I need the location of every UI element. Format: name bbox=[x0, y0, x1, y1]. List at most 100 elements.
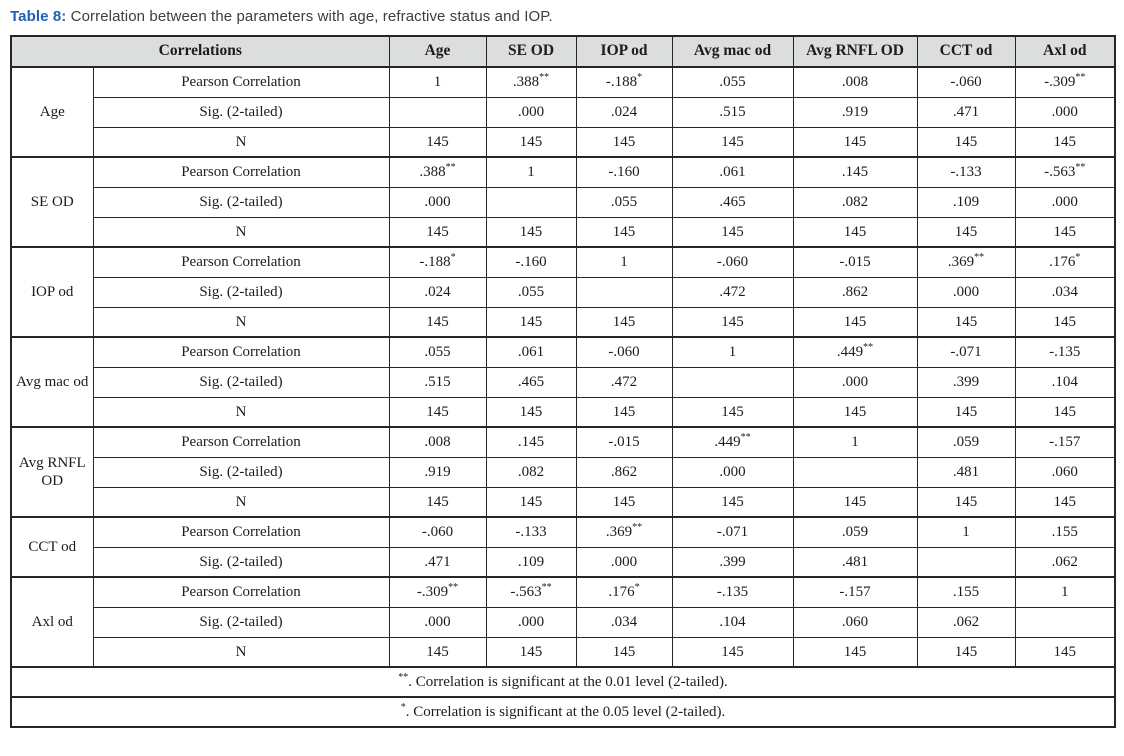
value-cell: 145 bbox=[388, 306, 487, 338]
value-cell: 145 bbox=[575, 396, 673, 428]
value-cell: .155 bbox=[1014, 516, 1116, 548]
value-cell: .082 bbox=[485, 456, 577, 488]
value-cell: 145 bbox=[792, 306, 918, 338]
value-cell: -.309** bbox=[1014, 66, 1116, 98]
value-cell: .024 bbox=[388, 276, 487, 308]
value-cell bbox=[485, 186, 577, 218]
value-cell: -.157 bbox=[1014, 426, 1116, 458]
footnote-row: **. Correlation is significant at the 0.… bbox=[10, 666, 1116, 698]
table-caption-label: Table 8: bbox=[10, 8, 67, 25]
table-row: CCT od Pearson Correlation -.060 -.133.369*… bbox=[10, 516, 1116, 578]
value-cell: 1 bbox=[485, 156, 577, 188]
value-cell: -.060 bbox=[575, 336, 673, 368]
value-cell: 145 bbox=[388, 396, 487, 428]
value-cell: 145 bbox=[671, 486, 794, 518]
value-cell: 145 bbox=[671, 636, 794, 668]
corner-header-cell: Correlations bbox=[10, 35, 390, 68]
value-cell: .145 bbox=[792, 156, 918, 188]
value-cell: .481 bbox=[792, 546, 918, 578]
value-cell: 145 bbox=[1014, 306, 1116, 338]
value-cell bbox=[792, 456, 918, 488]
value-cell: -.135 bbox=[671, 576, 794, 608]
stat-label-cell: N bbox=[92, 486, 390, 518]
value-cell: 145 bbox=[916, 306, 1016, 338]
value-cell: 145 bbox=[671, 306, 794, 338]
value-cell: -.015 bbox=[792, 246, 918, 278]
value-cell: 1 bbox=[575, 246, 673, 278]
value-cell: .369** bbox=[916, 246, 1016, 278]
value-cell: 145 bbox=[916, 396, 1016, 428]
stat-label-cell: Pearson Correlation bbox=[92, 336, 390, 368]
value-cell: -.060 bbox=[671, 246, 794, 278]
value-cell: .472 bbox=[671, 276, 794, 308]
value-cell: .082 bbox=[792, 186, 918, 218]
stat-label-cell: Sig. (2-tailed) bbox=[92, 186, 390, 218]
table-row: IOP od Pearson Correlation -.188* -.160 1 -.0… bbox=[10, 246, 1116, 338]
table-caption-text: Correlation between the parameters with … bbox=[66, 8, 553, 25]
value-cell: 1 bbox=[916, 516, 1016, 548]
table-row: Sig. (2-tailed) .471.109.000.399.481 .062 bbox=[11, 546, 1116, 578]
footnote-0-05-level: *. Correlation is significant at the 0.0… bbox=[10, 696, 1116, 728]
value-cell: 145 bbox=[388, 216, 487, 248]
value-cell: .104 bbox=[671, 606, 794, 638]
value-cell: .472 bbox=[575, 366, 673, 398]
value-cell: .449** bbox=[792, 336, 918, 368]
row-group-label: Avg mac od bbox=[10, 336, 94, 428]
correlation-table: Correlations Age SE OD IOP od Avg mac od… bbox=[10, 35, 1117, 728]
value-cell: -.135 bbox=[1014, 336, 1116, 368]
value-cell: .109 bbox=[485, 546, 577, 578]
value-cell: .000 bbox=[671, 456, 794, 488]
value-cell: -.160 bbox=[575, 156, 673, 188]
footnote-0-01-level: **. Correlation is significant at the 0.… bbox=[10, 666, 1116, 698]
table-row: N 145 145 145 145 145 145 145 bbox=[11, 126, 1116, 158]
value-cell: 145 bbox=[792, 126, 918, 158]
value-cell: 145 bbox=[671, 216, 794, 248]
col-header-age: Age bbox=[388, 35, 487, 68]
value-cell: .919 bbox=[388, 456, 487, 488]
value-cell: 145 bbox=[792, 486, 918, 518]
col-header-se-od: SE OD bbox=[485, 35, 577, 68]
value-cell: .919 bbox=[792, 96, 918, 128]
table-row: Sig. (2-tailed) .000.055.465.082.109.000 bbox=[11, 186, 1116, 218]
value-cell: 145 bbox=[485, 306, 577, 338]
stat-label-cell: N bbox=[92, 396, 390, 428]
value-cell: 1 bbox=[671, 336, 794, 368]
value-cell: .176* bbox=[1014, 246, 1116, 278]
table-row: Axl od Pearson Correlation -.309** -.563**.… bbox=[10, 576, 1116, 668]
value-cell bbox=[916, 546, 1016, 578]
value-cell: -.133 bbox=[916, 156, 1016, 188]
value-cell: .061 bbox=[671, 156, 794, 188]
stat-label-cell: Sig. (2-tailed) bbox=[92, 606, 390, 638]
stat-label-cell: N bbox=[92, 636, 390, 668]
value-cell: .104 bbox=[1014, 366, 1116, 398]
value-cell: .000 bbox=[388, 606, 487, 638]
value-cell: .515 bbox=[671, 96, 794, 128]
value-cell: .109 bbox=[916, 186, 1016, 218]
row-group-label: IOP od bbox=[10, 246, 94, 338]
value-cell: .055 bbox=[575, 186, 673, 218]
value-cell: .060 bbox=[792, 606, 918, 638]
value-cell: .000 bbox=[485, 96, 577, 128]
row-group-label: SE OD bbox=[10, 156, 94, 248]
value-cell: .000 bbox=[575, 546, 673, 578]
value-cell: 145 bbox=[671, 126, 794, 158]
value-cell: .465 bbox=[485, 366, 577, 398]
value-cell: 145 bbox=[792, 216, 918, 248]
value-cell: .369** bbox=[575, 516, 673, 548]
value-cell bbox=[671, 366, 794, 398]
row-group-label: Age bbox=[10, 66, 94, 158]
stat-label-cell: Pearson Correlation bbox=[92, 516, 390, 548]
value-cell: 145 bbox=[1014, 216, 1116, 248]
value-cell: -.563** bbox=[1014, 156, 1116, 188]
stat-label-cell: N bbox=[92, 216, 390, 248]
table-row: Age Pearson Correlation 1.388** -.188* .055.… bbox=[10, 66, 1116, 158]
value-cell: 145 bbox=[485, 216, 577, 248]
stat-label-cell: Pearson Correlation bbox=[92, 426, 390, 458]
table-row: N 145 145 145 145 145 145 145 bbox=[11, 396, 1116, 428]
col-header-iop-od: IOP od bbox=[575, 35, 673, 68]
value-cell: .000 bbox=[485, 606, 577, 638]
value-cell: .449** bbox=[671, 426, 794, 458]
stat-label-cell: Sig. (2-tailed) bbox=[92, 456, 390, 488]
value-cell: -.563** bbox=[485, 576, 577, 608]
value-cell: 145 bbox=[485, 126, 577, 158]
